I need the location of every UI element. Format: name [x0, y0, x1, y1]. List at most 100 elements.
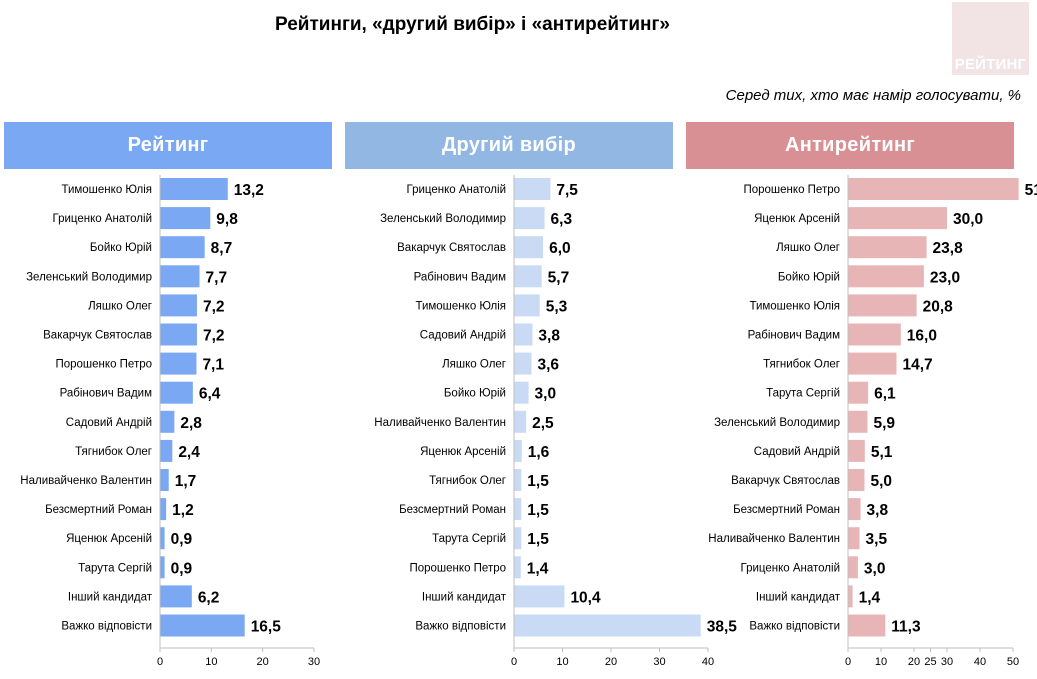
category-label: Рабінович Вадим	[60, 388, 152, 400]
logo: РЕЙТИНГ	[952, 2, 1029, 75]
category-label: Безсмертний Роман	[45, 504, 152, 516]
x-tick-label: 10	[556, 656, 568, 668]
second-choice-chart: Гриценко Анатолій 7,5 Зеленський Володимир…	[374, 175, 737, 668]
x-tick-label: 20	[908, 656, 920, 668]
bar	[160, 236, 205, 259]
category-label: Рабінович Вадим	[748, 330, 840, 342]
bar	[514, 352, 532, 375]
value-label: 1,4	[859, 589, 881, 606]
category-label: Зеленський Володимир	[714, 417, 840, 429]
bar	[514, 498, 522, 521]
x-tick-label: 10	[875, 656, 887, 668]
category-label: Яценюк Арсеній	[66, 533, 152, 545]
bar	[514, 585, 565, 608]
value-label: 7,5	[556, 182, 578, 199]
logo-text: РЕЙТИНГ	[954, 56, 1027, 73]
category-label: Вакарчук Святослав	[731, 475, 840, 487]
bar	[848, 498, 861, 521]
value-label: 1,5	[527, 473, 549, 490]
category-label: Зеленський Володимир	[26, 271, 152, 283]
bar	[160, 352, 197, 375]
bar	[848, 527, 860, 550]
category-label: Наливайченко Валентин	[374, 417, 506, 429]
value-label: 0,9	[171, 531, 193, 548]
bar	[160, 585, 192, 608]
bar	[160, 498, 167, 521]
bar	[848, 323, 901, 346]
value-label: 5,0	[871, 473, 893, 490]
bar	[848, 352, 897, 375]
bar	[160, 381, 193, 404]
bar	[160, 439, 173, 462]
category-label: Тимошенко Юлія	[749, 300, 840, 312]
bar	[514, 556, 521, 579]
x-tick-label: 50	[1007, 656, 1019, 668]
bar	[848, 585, 853, 608]
value-label: 13,2	[234, 182, 264, 199]
category-label: Інший кандидат	[68, 591, 153, 603]
bar	[514, 381, 529, 404]
x-tick-label: 30	[308, 656, 320, 668]
bar	[514, 469, 522, 491]
bar	[160, 207, 211, 230]
value-label: 3,8	[867, 502, 889, 519]
category-label: Гриценко Анатолій	[741, 562, 841, 574]
value-label: 1,6	[528, 444, 550, 461]
value-label: 7,7	[206, 269, 228, 286]
category-label: Порошенко Петро	[743, 184, 840, 196]
category-label: Тягнибок Олег	[763, 359, 840, 371]
category-label: Порошенко Петро	[55, 359, 152, 371]
value-label: 6,1	[874, 386, 896, 403]
value-label: 6,4	[199, 386, 221, 403]
bar	[514, 410, 527, 433]
value-label: 7,1	[202, 357, 224, 374]
x-tick-label: 20	[605, 656, 617, 668]
bar	[160, 527, 165, 550]
x-tick-label: 0	[845, 656, 851, 668]
x-tick-label: 40	[974, 656, 986, 668]
x-tick-label: 25	[924, 656, 936, 668]
bar	[848, 294, 917, 317]
value-label: 16,0	[907, 328, 937, 345]
bar	[848, 410, 868, 433]
bar	[848, 178, 1019, 200]
value-label: 38,5	[707, 619, 738, 636]
bar	[160, 323, 197, 346]
value-label: 5,7	[548, 269, 570, 286]
bar	[514, 614, 701, 637]
value-label: 5,3	[546, 298, 568, 315]
value-label: 9,8	[216, 211, 238, 228]
x-tick-label: 0	[157, 656, 163, 668]
value-label: 3,8	[538, 328, 560, 345]
value-label: 1,5	[527, 502, 549, 519]
bar	[160, 614, 245, 637]
value-label: 1,7	[175, 473, 197, 490]
rating-chart: Тимошенко Юлія 13,2 Гриценко Анатолій 9,8 Бо…	[20, 175, 320, 668]
bar	[514, 265, 542, 288]
value-label: 16,5	[251, 619, 282, 636]
bar	[848, 381, 869, 404]
value-label: 23,8	[933, 240, 964, 257]
value-label: 5,1	[871, 444, 893, 461]
category-label: Ляшко Олег	[442, 359, 506, 371]
category-label: Важко відповісти	[61, 621, 152, 633]
bar	[514, 527, 522, 550]
category-label: Тимошенко Юлія	[415, 300, 506, 312]
x-tick-label: 10	[205, 656, 217, 668]
bar	[160, 410, 175, 433]
bar	[848, 556, 858, 579]
category-label: Бойко Юрій	[444, 388, 506, 400]
bar	[848, 439, 865, 462]
x-tick-label: 40	[702, 656, 714, 668]
category-label: Тягнибок Олег	[429, 475, 506, 487]
value-label: 2,8	[180, 415, 202, 432]
value-label: 6,0	[549, 240, 571, 257]
x-tick-label: 20	[257, 656, 269, 668]
value-label: 1,5	[527, 531, 549, 548]
x-tick-label: 30	[941, 656, 953, 668]
category-label: Безсмертний Роман	[399, 504, 506, 516]
value-label: 23,0	[930, 269, 960, 286]
value-label: 11,3	[891, 619, 921, 636]
category-label: Садовий Андрій	[66, 417, 152, 429]
value-label: 10,4	[570, 589, 601, 606]
